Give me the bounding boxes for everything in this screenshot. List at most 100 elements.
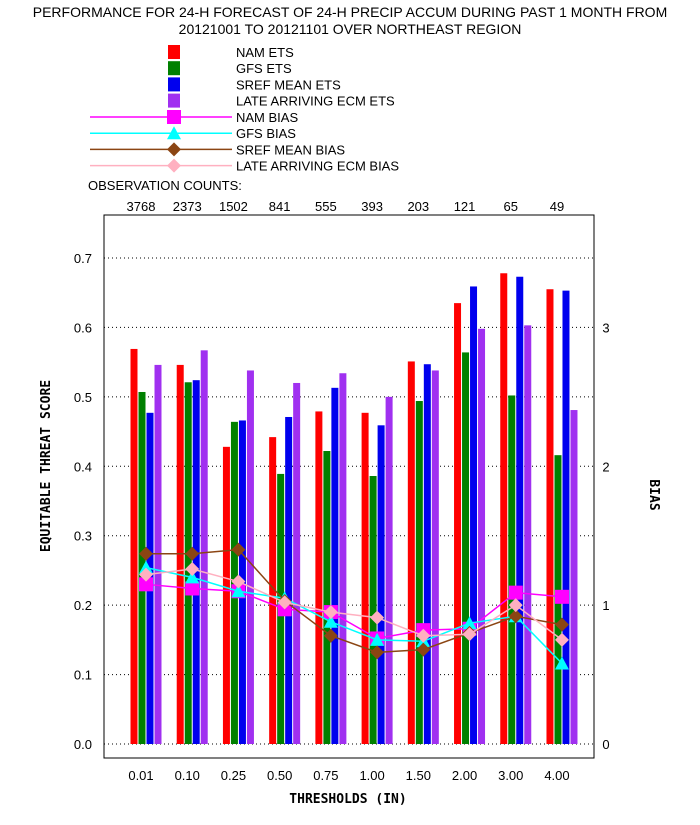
y2-tick-label: 3 (602, 320, 609, 335)
y2-axis-ticks: 0 1 2 3 (602, 320, 609, 752)
bias-point (185, 546, 200, 561)
x-tick-label: 0.10 (175, 768, 200, 783)
bias-point (554, 656, 569, 670)
ets-bar (138, 391, 146, 744)
bias-point (185, 570, 200, 584)
legend-swatch (168, 45, 180, 59)
y-axis-ticks: 0.0 0.1 0.2 0.3 0.4 0.5 0.6 0.7 (74, 251, 92, 752)
ets-bar (500, 273, 508, 744)
y2-tick-label: 1 (602, 598, 609, 613)
legend-swatch (168, 93, 180, 108)
bias-point (139, 546, 153, 561)
observation-counts-label: OBSERVATION COUNTS: (88, 178, 242, 193)
bias-point (508, 585, 523, 600)
plot-frame (103, 214, 595, 759)
x-tick-label: 0.25 (221, 768, 246, 783)
observation-counts: 3768 2373 1502 841 555 393 203 121 65 49 (127, 199, 565, 214)
x-tick-label: 3.00 (498, 768, 523, 783)
bias-point (554, 632, 569, 647)
legend-label: LATE ARRIVING ECM BIAS (236, 159, 399, 174)
x-tick-label: 0.50 (267, 768, 292, 783)
legend-marker (167, 158, 181, 173)
y-tick-label: 0.1 (74, 668, 92, 683)
ets-bar (562, 290, 570, 744)
observation-count: 49 (550, 199, 564, 214)
legend-label: SREF MEAN BIAS (236, 142, 345, 157)
ets-bar (524, 325, 532, 744)
observation-count: 2373 (173, 199, 202, 214)
bias-point (554, 589, 569, 604)
legend-label: LATE ARRIVING ECM ETS (236, 94, 395, 109)
observation-count: 121 (454, 199, 476, 214)
bias-line (145, 568, 563, 641)
bias-line (146, 548, 563, 654)
legend-label: NAM ETS (236, 45, 294, 60)
legend-marker (167, 110, 181, 124)
bias-point (323, 628, 338, 643)
ets-bar (478, 328, 486, 744)
y-tick-label: 0.6 (74, 320, 92, 335)
legend-marker (167, 126, 181, 140)
bias-point (370, 645, 385, 660)
x-tick-label: 1.50 (406, 768, 431, 783)
bias-point (554, 617, 569, 632)
y-tick-label: 0.4 (74, 459, 92, 474)
ets-bar (361, 412, 369, 744)
ets-bar (246, 370, 254, 744)
x-tick-label: 0.75 (313, 768, 338, 783)
bias-point (416, 642, 431, 657)
legend-swatch (168, 61, 180, 76)
legend-label: GFS ETS (236, 61, 292, 76)
ets-bar (339, 373, 347, 744)
ets-bar (516, 276, 524, 744)
x-tick-label: 1.00 (359, 768, 384, 783)
bias-point (231, 574, 246, 589)
ets-bar (431, 370, 439, 744)
x-axis-title: THRESHOLDS (IN) (289, 792, 406, 807)
ets-bar (293, 382, 301, 744)
y-tick-label: 0.5 (74, 390, 92, 405)
legend-label: NAM BIAS (236, 110, 298, 125)
bias-point (508, 598, 523, 613)
bias-point (323, 605, 338, 620)
observation-count: 841 (269, 199, 291, 214)
chart-title-line2: 20121001 TO 20121101 OVER NORTHEAST REGI… (179, 21, 522, 37)
observation-count: 203 (407, 199, 429, 214)
y2-axis-title: BIAS (646, 479, 661, 510)
x-axis-ticks: 0.01 0.10 0.25 0.50 0.75 1.00 1.50 2.00 3.00 4.00 (128, 768, 569, 783)
ets-bar (546, 289, 554, 744)
bias-point (462, 627, 477, 642)
observation-count: 393 (361, 199, 383, 214)
y-axis-title: EQUITABLE THREAT SCORE (39, 380, 54, 552)
bias-point (462, 616, 477, 630)
y-tick-label: 0.3 (74, 529, 92, 544)
y-tick-label: 0.7 (74, 251, 92, 266)
ets-bar (269, 437, 277, 744)
ets-bar (470, 286, 478, 744)
y2-tick-label: 2 (602, 459, 609, 474)
ets-bar (462, 352, 470, 744)
ets-bar (323, 451, 331, 744)
ets-bar (192, 380, 200, 744)
bias-line (145, 583, 563, 640)
observation-count: 555 (315, 199, 337, 214)
observation-count: 3768 (127, 199, 156, 214)
bias-point (139, 560, 153, 574)
ets-bar (184, 382, 192, 744)
bias-point (277, 595, 292, 610)
legend-label: SREF MEAN ETS (236, 77, 341, 92)
ets-bar (407, 361, 415, 744)
y-tick-label: 0.2 (74, 598, 92, 613)
ets-bar (385, 396, 393, 744)
bias-point (508, 609, 523, 624)
bias-point (231, 584, 246, 598)
bias-point (139, 567, 153, 582)
ets-bar (331, 387, 339, 744)
ets-bar (200, 350, 208, 744)
bias-point (416, 628, 431, 643)
ets-bar (570, 410, 578, 744)
x-tick-label: 4.00 (544, 768, 569, 783)
bias-point (139, 577, 153, 592)
